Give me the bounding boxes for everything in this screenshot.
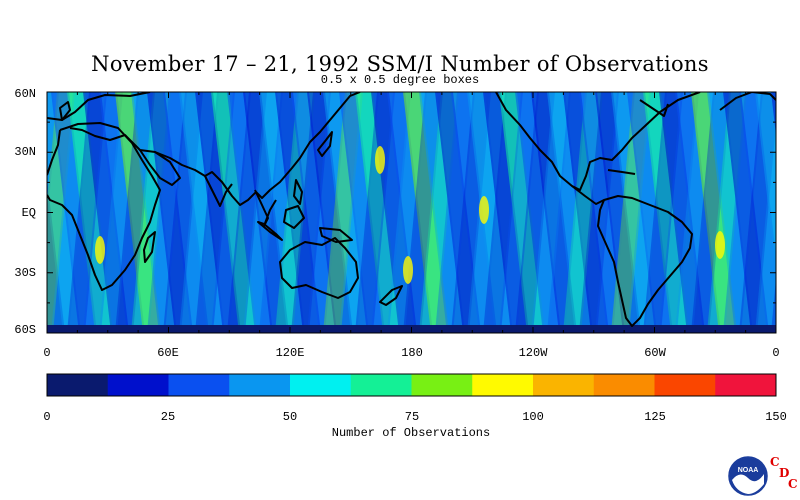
lon-label-120e: 120E bbox=[265, 346, 315, 360]
lon-label-60w: 60W bbox=[630, 346, 680, 360]
cdc-letter-3: C bbox=[788, 477, 798, 491]
colorbar-tick-0: 0 bbox=[27, 410, 67, 424]
observation-field bbox=[0, 92, 800, 333]
colorbar-segment bbox=[229, 374, 290, 396]
colorbar-segment bbox=[715, 374, 776, 396]
lon-label-60e: 60E bbox=[143, 346, 193, 360]
high-density-spot bbox=[95, 236, 105, 264]
lat-label-60s: 60S bbox=[4, 323, 36, 337]
colorbar-tick-150: 150 bbox=[756, 410, 796, 424]
colorbar-segment bbox=[594, 374, 655, 396]
high-density-spot bbox=[403, 256, 413, 284]
orbit-swath-layer bbox=[0, 92, 800, 333]
colorbar bbox=[47, 374, 777, 396]
colorbar-tick-75: 75 bbox=[392, 410, 432, 424]
noaa-logo: NOAA bbox=[728, 456, 768, 496]
high-density-spot bbox=[715, 231, 725, 259]
colorbar-segment bbox=[655, 374, 716, 396]
colorbar-tick-125: 125 bbox=[635, 410, 675, 424]
colorbar-tick-100: 100 bbox=[513, 410, 553, 424]
high-density-spot bbox=[375, 146, 385, 174]
colorbar-segment bbox=[472, 374, 533, 396]
lon-label-120w: 120W bbox=[508, 346, 558, 360]
lon-label-180: 180 bbox=[387, 346, 437, 360]
colorbar-segment bbox=[412, 374, 473, 396]
lon-label-0-east: 0 bbox=[751, 346, 800, 360]
lat-label-30n: 30N bbox=[4, 145, 36, 159]
colorbar-segment bbox=[533, 374, 594, 396]
map-subtitle: 0.5 x 0.5 degree boxes bbox=[0, 73, 800, 87]
colorbar-segment bbox=[290, 374, 351, 396]
colorbar-tick-50: 50 bbox=[270, 410, 310, 424]
lat-label-eq: EQ bbox=[4, 206, 36, 220]
orbit-swath bbox=[787, 92, 800, 333]
colorbar-segment bbox=[47, 374, 108, 396]
colorbar-tick-25: 25 bbox=[148, 410, 188, 424]
high-density-spot bbox=[479, 196, 489, 224]
colorbar-segment bbox=[169, 374, 230, 396]
orbit-swath bbox=[787, 92, 800, 333]
lat-label-30s: 30S bbox=[4, 266, 36, 280]
colorbar-segment bbox=[108, 374, 169, 396]
lat-label-60n: 60N bbox=[4, 87, 36, 101]
noaa-logo-text: NOAA bbox=[738, 467, 759, 474]
colorbar-title: Number of Observations bbox=[0, 426, 800, 440]
colorbar-segment bbox=[351, 374, 412, 396]
lon-label-0: 0 bbox=[22, 346, 72, 360]
